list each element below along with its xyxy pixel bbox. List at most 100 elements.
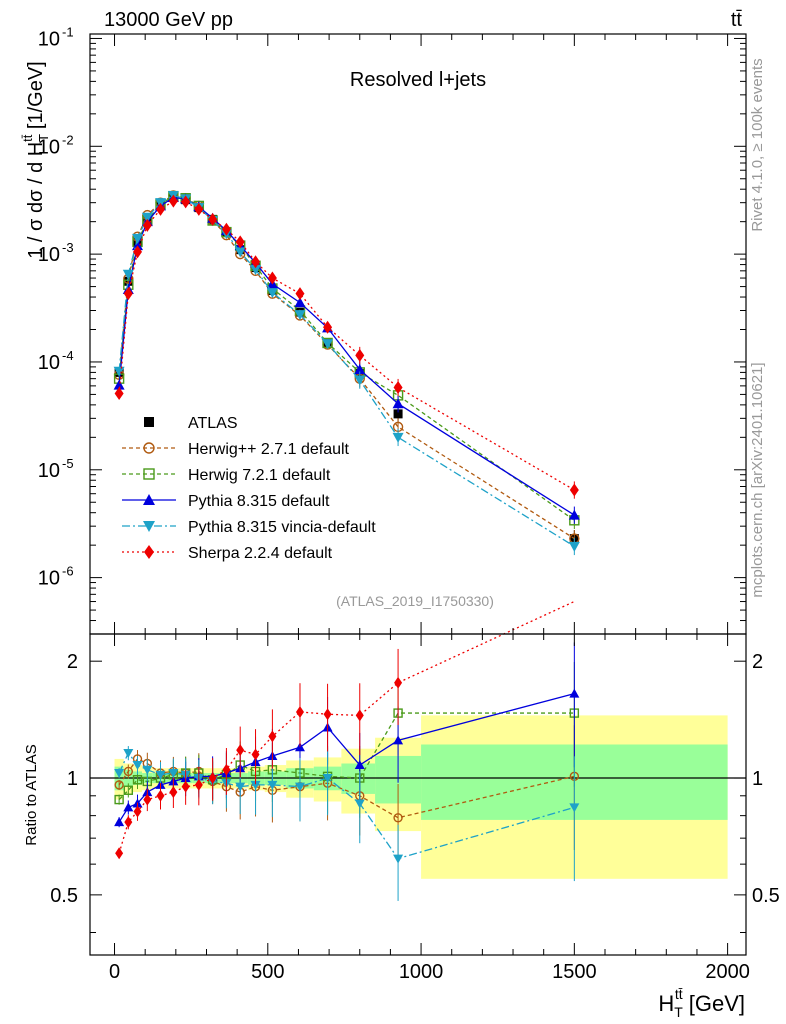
ratio-point-5-0 [115,847,124,860]
ratio-point-5-10 [236,744,245,757]
ratio-point-5-9 [222,763,231,776]
legend-marker-5 [144,545,154,559]
ratio-point-4-15 [354,799,365,809]
ratio-point-4-14 [322,774,333,784]
point-5-7 [194,202,204,216]
point-4-14 [322,339,334,350]
ratio-point-4-16 [393,854,404,864]
point-3-16 [392,398,404,409]
point-3-17 [568,509,580,520]
series-2 [113,190,580,530]
ratio-line-2 [118,712,575,801]
ratio-point-5-3 [143,793,152,806]
main-ytick-label-0: 10 -6 [38,564,74,590]
ratio-point-3-16 [393,735,404,745]
ratio-ytick-label-2: 2 [67,651,78,673]
point-5-16 [393,380,403,394]
series-line-5 [118,200,575,491]
ratio-point-3-13 [294,742,305,752]
point-0-16 [393,409,403,419]
point-4-13 [294,310,306,321]
analysis-id: (ATLAS_2019_I1750330) [336,593,494,609]
ratio-point-4-12 [267,780,278,790]
xtick-label-0: 0 [109,961,120,983]
point-4-17 [568,541,580,552]
point-5-8 [208,212,218,226]
ratio-point-5-8 [208,772,217,785]
point-5-10 [235,235,245,249]
ratio-point-5-15 [355,709,364,722]
xtick-label-3: 1500 [552,961,597,983]
ratio-point-5-6 [181,780,190,793]
ratio-point-4-17 [569,803,580,813]
ratio-point-4-4 [155,770,166,780]
legend-label-1: Herwig++ 2.7.1 default [188,441,350,458]
point-5-1 [123,287,133,301]
point-4-1 [122,269,134,280]
ratio-point-3-0 [114,817,125,827]
ratio-point-3-17 [569,688,580,698]
ratio-point-5-2 [133,805,142,818]
point-5-3 [142,218,152,232]
ratio-point-4-10 [235,782,246,792]
series-4 [113,190,580,556]
point-5-6 [181,195,191,209]
point-5-0 [114,386,124,400]
ratio-point-5-4 [156,789,165,802]
ratio-point-5-12 [268,730,277,743]
ratio-point-4-1 [123,749,134,759]
ratio-ytick-label-right-2: 2 [752,651,763,673]
point-4-2 [132,233,144,244]
point-3-13 [294,297,306,308]
ratio-point-2-0 [114,794,124,805]
svg-text:HTtt̄ [GeV]: HTtt̄ [GeV] [658,986,745,1020]
ratio-frame [89,633,747,956]
series-line-1 [118,194,575,540]
xtick-label-1: 500 [251,961,284,983]
legend-marker-2 [143,468,155,480]
ratio-point-2-1 [123,785,134,795]
point-5-14 [323,320,333,334]
collision-label: 13000 GeV pp [104,9,233,31]
series-line-4 [118,194,575,547]
process-label: tt̄ [731,9,743,31]
main-ytick-label-1: 10 -5 [38,456,74,482]
ratio-point-5-11 [251,748,260,761]
xtick-label-4: 2000 [705,961,750,983]
x-axis-title: HTtt̄ [GeV] [658,986,745,1020]
ratio-point-1-1 [123,766,134,777]
point-5-2 [133,245,143,259]
point-4-0 [113,366,125,377]
mcplots-label: mcplots.cern.ch [arXiv:2401.10621] [749,362,766,597]
ratio-line-1 [118,758,575,819]
ratio-point-1-16 [393,813,403,823]
ratio-point-1-0 [114,780,124,790]
legend-label-5: Sherpa 2.2.4 default [188,545,333,562]
legend-label-0: ATLAS [188,415,238,432]
legend-marker-3 [143,494,155,505]
point-4-12 [266,288,278,299]
point-3-0 [113,379,125,390]
series-5 [114,194,579,499]
legend-marker-0 [144,417,154,427]
xtick-label-2: 1000 [399,961,444,983]
ratio-point-5-7 [194,778,203,791]
ratio-point-5-16 [394,676,403,689]
svg-text:1 / σ dσ / d HTtt̄ [1/GeV]: 1 / σ dσ / d HTtt̄ [1/GeV] [20,61,51,259]
legend-marker-1 [143,442,155,454]
ratio-ytick-label-0: 0.5 [50,885,78,907]
series-3 [113,192,580,524]
legend-marker-4 [143,521,155,532]
point-5-9 [221,222,231,236]
ratio-point-5-14 [323,708,332,721]
point-5-5 [168,194,178,208]
point-5-11 [251,255,261,269]
plot-title: Resolved l+jets [350,69,486,91]
ratio-line-5 [118,600,575,854]
main-ytick-label-5: 10 -1 [38,24,74,50]
point-5-17 [569,483,579,497]
ratio-uncertainty-bands [90,715,746,879]
ratio-point-3-15 [354,760,365,770]
point-5-15 [355,348,365,362]
